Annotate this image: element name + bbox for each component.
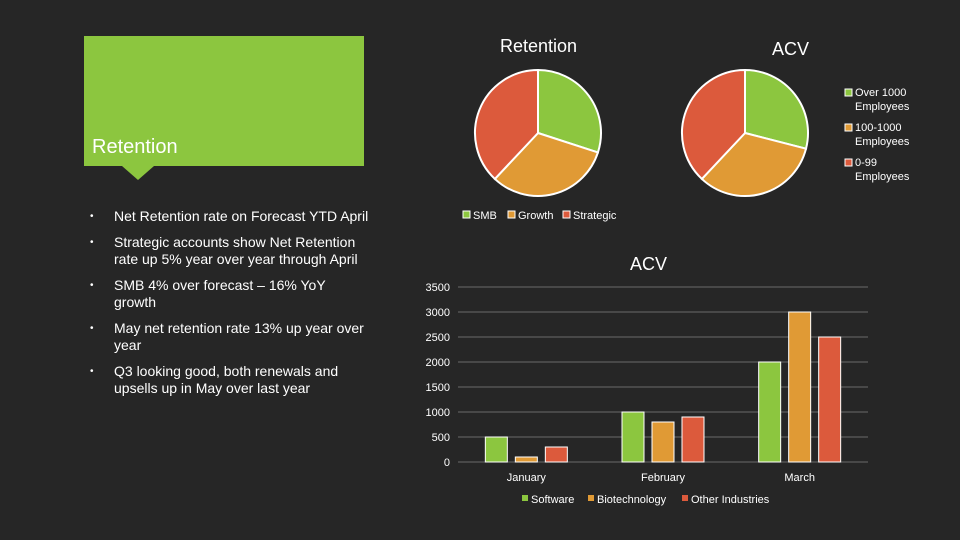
banner-pointer xyxy=(122,166,154,180)
bullet-list: • Net Retention rate on Forecast YTD Apri… xyxy=(90,208,370,406)
bar-other-industries xyxy=(544,446,568,463)
legend-swatch xyxy=(844,88,853,97)
y-tick-label: 500 xyxy=(432,432,450,444)
x-tick-label: January xyxy=(507,472,547,484)
retention-pie-slice xyxy=(537,68,602,154)
legend-swatch xyxy=(522,495,528,501)
legend-swatch xyxy=(588,495,594,501)
legend-label: Employees xyxy=(855,101,910,113)
legend-swatch xyxy=(562,210,571,219)
x-tick-label: February xyxy=(641,472,686,484)
bullet-item: • Q3 looking good, both renewals and upse… xyxy=(90,363,370,397)
retention-pie-slice xyxy=(474,68,539,181)
y-tick-label: 1500 xyxy=(426,382,450,394)
bullet-dot-icon: • xyxy=(90,366,94,377)
title-banner xyxy=(84,36,364,166)
legend-label: 100-1000 xyxy=(855,122,902,134)
retention-pie-title: Retention xyxy=(500,36,578,56)
y-tick-label: 2500 xyxy=(426,332,450,344)
legend-swatch xyxy=(844,158,853,167)
acv-pie-slice xyxy=(744,68,809,150)
slide-title: Retention xyxy=(92,136,178,158)
legend-label: Software xyxy=(531,494,574,506)
legend-label: 0-99 xyxy=(855,157,877,169)
bullet-text: May net retention rate 13% up year over … xyxy=(114,320,364,353)
legend-label: SMB xyxy=(473,210,497,222)
legend-label: Employees xyxy=(855,136,910,148)
legend-label: Biotechnology xyxy=(597,494,667,506)
bullet-dot-icon: • xyxy=(90,323,94,334)
bullet-text: SMB 4% over forecast – 16% YoY growth xyxy=(114,277,326,310)
bar-chart-title: ACV xyxy=(630,254,668,274)
bullet-item: • SMB 4% over forecast – 16% YoY growth xyxy=(90,277,370,311)
bar-biotechnology xyxy=(651,421,675,463)
bullet-item: • Strategic accounts show Net Retention r… xyxy=(90,234,370,268)
y-tick-label: 1000 xyxy=(426,407,450,419)
retention-pie-slice xyxy=(493,131,600,197)
bullet-item: • Net Retention rate on Forecast YTD Apri… xyxy=(90,208,370,225)
bullet-item: • May net retention rate 13% up year over… xyxy=(90,320,370,354)
bar-biotechnology xyxy=(788,311,812,463)
bar-software xyxy=(621,411,645,463)
bullet-text: Strategic accounts show Net Retention ra… xyxy=(114,234,358,267)
legend-swatch xyxy=(682,495,688,501)
y-tick-label: 3000 xyxy=(426,307,450,319)
bullet-dot-icon: • xyxy=(90,237,94,248)
bar-software xyxy=(758,361,782,463)
legend-swatch xyxy=(462,210,471,219)
legend-swatch xyxy=(844,123,853,132)
x-tick-label: March xyxy=(784,472,815,484)
bullet-text: Net Retention rate on Forecast YTD April xyxy=(114,208,369,224)
y-tick-label: 3500 xyxy=(426,282,450,294)
legend-label: Other Industries xyxy=(691,494,770,506)
bullet-text: Q3 looking good, both renewals and upsel… xyxy=(114,363,339,396)
bar-other-industries xyxy=(818,336,842,463)
bullet-dot-icon: • xyxy=(90,211,94,222)
bullet-dot-icon: • xyxy=(90,280,94,291)
bar-biotechnology xyxy=(514,456,538,463)
acv-pie-title: ACV xyxy=(772,39,810,59)
acv-pie-slice xyxy=(700,131,808,197)
y-tick-label: 2000 xyxy=(426,357,450,369)
legend-label: Strategic xyxy=(573,210,617,222)
acv-pie-slice xyxy=(681,68,746,181)
bar-other-industries xyxy=(681,416,705,463)
y-tick-label: 0 xyxy=(444,457,450,469)
bar-software xyxy=(484,436,508,463)
legend-swatch xyxy=(507,210,516,219)
legend-label: Over 1000 xyxy=(855,87,906,99)
legend-label: Employees xyxy=(855,171,910,183)
legend-label: Growth xyxy=(518,210,553,222)
